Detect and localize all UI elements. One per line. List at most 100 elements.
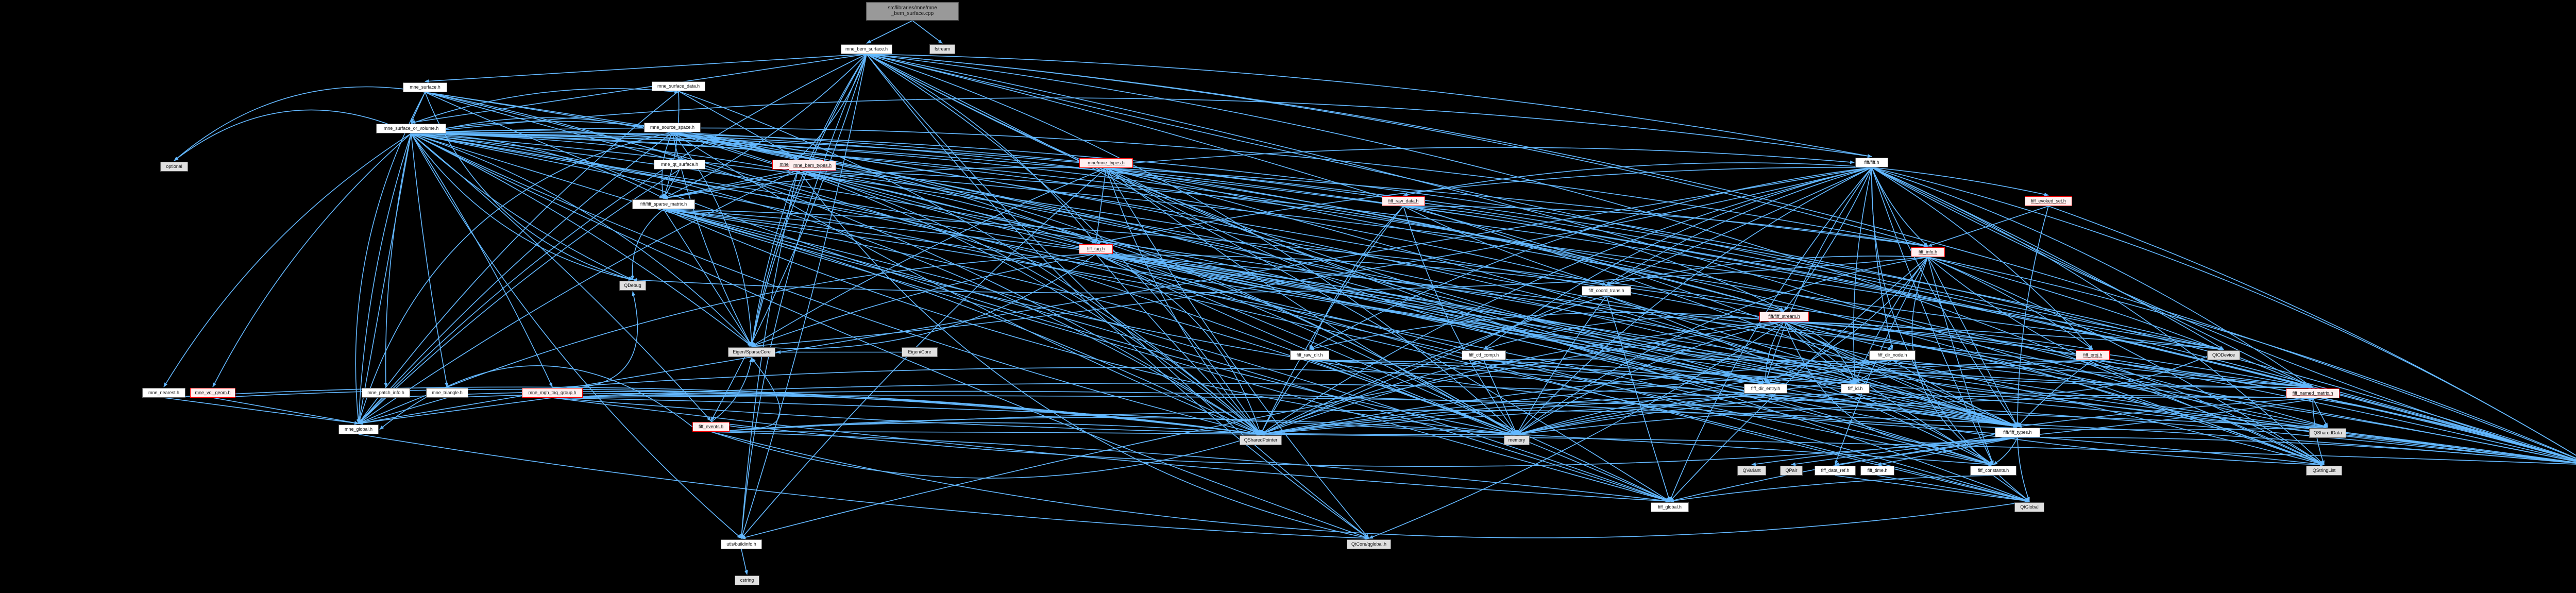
graph-node-qvariant[interactable]: QVariant [1737, 466, 1766, 476]
graph-node-fiffid[interactable]: fiff_id.h [1841, 384, 1870, 394]
graph-edge [866, 54, 2018, 428]
graph-node-mnesparse[interactable]: mne/mne_types.h [1079, 158, 1133, 168]
graph-node-mnesurf[interactable]: mne_surface.h [403, 82, 447, 92]
graph-node-label: fiff_constants.h [1977, 467, 2009, 473]
graph-node-fiffiter[interactable]: Eigen/Core [902, 347, 938, 357]
graph-node-fiffrawdata[interactable]: fiff_raw_data.h [1382, 196, 1425, 206]
graph-edge [1260, 360, 2093, 436]
graph-edge [1606, 167, 1872, 285]
graph-node-cstring[interactable]: cstring [735, 575, 759, 585]
graph-edge [798, 169, 1369, 539]
graph-edge [751, 167, 1872, 348]
graph-node-fiffdirentry[interactable]: fiff_dir_entry.h [1744, 384, 1787, 394]
graph-edge [411, 133, 711, 421]
graph-edge [1483, 316, 1785, 350]
graph-edge [358, 167, 1872, 425]
graph-node-fstream[interactable]: fstream [929, 44, 955, 54]
graph-node-fiffnamed[interactable]: fiff_named_matrix.h [2286, 388, 2340, 398]
graph-edge [1095, 253, 1994, 466]
graph-node-mnebemtypes[interactable]: mne_bem_types.h [789, 161, 836, 171]
graph-node-mneglobal[interactable]: mne_global.h [338, 425, 379, 434]
graph-node-sparsemat[interactable]: fiff/fiff_sparse_matrix.h [632, 199, 695, 209]
graph-edge [2092, 360, 2313, 389]
graph-edge [798, 169, 2018, 428]
graph-edge [212, 133, 412, 387]
graph-edge [411, 133, 1369, 539]
graph-node-root[interactable]: src/libraries/mne/mne _bem_surface.cpp [866, 2, 959, 21]
graph-edge [1309, 360, 1766, 384]
graph-node-mnetri[interactable]: mne_triangle.h [426, 388, 468, 398]
graph-edge [1993, 437, 2018, 465]
graph-node-fiffrawdir[interactable]: fiff_raw_dir.h [1290, 350, 1329, 360]
graph-node-qtcoreqglobal[interactable]: QtCore/qglobal.h [1347, 539, 1391, 549]
graph-node-fifftime[interactable]: fiff_time.h [1860, 466, 1894, 476]
graph-edge [663, 166, 1107, 200]
graph-edge [751, 253, 1096, 347]
graph-node-label: fiff_data_ref.h [1821, 467, 1850, 473]
graph-edge [1095, 253, 1261, 435]
graph-edge [552, 397, 1994, 466]
graph-node-mnenearest[interactable]: mne_nearest.h [142, 388, 185, 398]
graph-node-bemsurf[interactable]: mne_bem_surface.h [841, 44, 892, 54]
graph-node-optional[interactable]: optional [160, 162, 188, 172]
graph-node-fiffinfo[interactable]: fiff_info.h [1911, 247, 1945, 257]
graph-edge [358, 397, 386, 424]
graph-node-qshareddata[interactable]: QSharedData [2309, 428, 2346, 438]
graph-edge [866, 20, 913, 44]
graph-node-fiffevokedset[interactable]: fiff_evoked_set.h [2025, 196, 2072, 206]
graph-node-fifftypes[interactable]: fiff/fiff_types.h [1995, 428, 2040, 437]
graph-edge [1784, 321, 2018, 444]
graph-node-fiffcoord[interactable]: fiff_coord_trans.h [1582, 286, 1631, 296]
graph-edge [552, 397, 1670, 503]
graph-edge [425, 92, 1766, 384]
graph-edge [2312, 398, 2576, 461]
graph-node-mnevolgeom[interactable]: mne_vol_geom.h [190, 388, 235, 398]
graph-edge [1516, 393, 1856, 436]
graph-node-eigensparse[interactable]: Eigen/SparseCore [728, 347, 775, 357]
graph-edge [1483, 167, 1872, 350]
graph-edge [1309, 360, 1517, 435]
graph-node-memory[interactable]: memory [1504, 435, 1530, 445]
graph-edge [1260, 295, 1607, 435]
graph-node-qiodevice[interactable]: QIODevice [2207, 350, 2240, 360]
graph-node-fiffglobal[interactable]: fiff_global.h [1651, 502, 1689, 512]
graph-edge [672, 132, 2030, 502]
graph-node-qsharedptr[interactable]: QSharedPointer [1240, 435, 1282, 445]
graph-node-mneqtsurf[interactable]: mne_qt_surface.h [654, 160, 705, 170]
graph-edge [1516, 321, 1785, 435]
graph-node-buildinfo[interactable]: utls/buildinfo.h [721, 539, 762, 549]
graph-node-qstringlist[interactable]: QStringList [2306, 466, 2342, 476]
graph-node-qdebug[interactable]: QDebug [619, 281, 646, 291]
graph-edge [798, 169, 1517, 435]
graph-node-fiffdataref[interactable]: fiff_data_ref.h [1815, 466, 1856, 476]
graph-edge [663, 170, 813, 199]
graph-node-label: fiff_tag.h [1087, 246, 1105, 251]
graph-edge [1106, 167, 1261, 435]
graph-node-mnesov[interactable]: mne_surface_or_volume.h [376, 124, 446, 133]
graph-node-label: mne_triangle.h [432, 389, 463, 395]
graph-node-fifftag[interactable]: fiff_tag.h [1079, 244, 1113, 254]
graph-edge [1871, 167, 2093, 350]
graph-node-sourcespace[interactable]: mne_source_space.h [644, 123, 701, 132]
graph-node-fiffdirnode[interactable]: fiff_dir_node.h [1869, 350, 1916, 360]
graph-node-fiffproj[interactable]: fiff_proj.h [2076, 350, 2110, 360]
graph-edge [358, 169, 680, 424]
graph-node-mnemgh[interactable]: mne_mgh_tag_group.h [522, 388, 583, 398]
graph-node-fifffiff[interactable]: fiff/fiff.h [1855, 158, 1888, 167]
graph-node-fiffevents[interactable]: fiff_events.h [692, 422, 730, 432]
graph-node-qtglobal[interactable]: QtGlobal [2014, 502, 2044, 512]
graph-node-fiffctf[interactable]: fiff_ctf_comp.h [1462, 350, 1506, 360]
graph-node-qpair[interactable]: QPair [1780, 466, 1803, 476]
graph-edge [663, 169, 680, 199]
graph-edge [552, 367, 1766, 396]
graph-edge [663, 209, 1670, 502]
graph-node-fiffconst[interactable]: fiff_constants.h [1970, 466, 2016, 476]
graph-node-label: QtCore/qglobal.h [1351, 541, 1387, 547]
graph-node-mnesurfdata[interactable]: mne_surface_data.h [652, 81, 705, 91]
graph-node-fiffstream[interactable]: fiff/fiff_stream.h [1759, 312, 1809, 321]
graph-node-label: mne_mgh_tag_group.h [528, 389, 577, 395]
graph-node-mnepatch[interactable]: mne_patch_info.h [362, 388, 410, 398]
graph-edge [1095, 253, 1261, 435]
graph-edge [1309, 206, 1404, 350]
graph-edge [1855, 393, 2018, 428]
